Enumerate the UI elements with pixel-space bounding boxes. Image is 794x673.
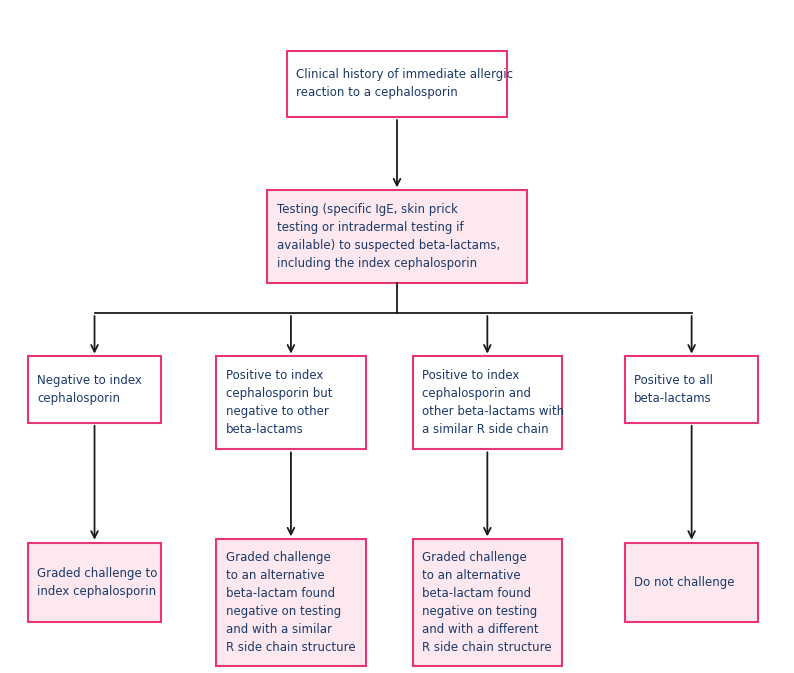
FancyBboxPatch shape <box>28 542 161 623</box>
Text: Do not challenge: Do not challenge <box>634 576 734 589</box>
Text: Negative to index
cephalosporin: Negative to index cephalosporin <box>37 374 142 405</box>
Text: Graded challenge
to an alternative
beta-lactam found
negative on testing
and wit: Graded challenge to an alternative beta-… <box>225 551 356 654</box>
FancyBboxPatch shape <box>216 539 365 666</box>
Text: Positive to all
beta-lactams: Positive to all beta-lactams <box>634 374 713 405</box>
Text: Clinical history of immediate allergic
reaction to a cephalosporin: Clinical history of immediate allergic r… <box>296 69 514 100</box>
FancyBboxPatch shape <box>625 357 758 423</box>
Text: Graded challenge
to an alternative
beta-lactam found
negative on testing
and wit: Graded challenge to an alternative beta-… <box>422 551 552 654</box>
FancyBboxPatch shape <box>625 542 758 623</box>
FancyBboxPatch shape <box>413 357 562 450</box>
Text: Testing (specific IgE, skin prick
testing or intradermal testing if
available) t: Testing (specific IgE, skin prick testin… <box>277 203 500 271</box>
Text: Graded challenge to
index cephalosporin: Graded challenge to index cephalosporin <box>37 567 157 598</box>
FancyBboxPatch shape <box>268 190 526 283</box>
FancyBboxPatch shape <box>287 50 507 117</box>
FancyBboxPatch shape <box>216 357 365 450</box>
Text: Positive to index
cephalosporin and
other beta-lactams with
a similar R side cha: Positive to index cephalosporin and othe… <box>422 369 565 437</box>
FancyBboxPatch shape <box>413 539 562 666</box>
FancyBboxPatch shape <box>28 357 161 423</box>
Text: Positive to index
cephalosporin but
negative to other
beta-lactams: Positive to index cephalosporin but nega… <box>225 369 332 437</box>
